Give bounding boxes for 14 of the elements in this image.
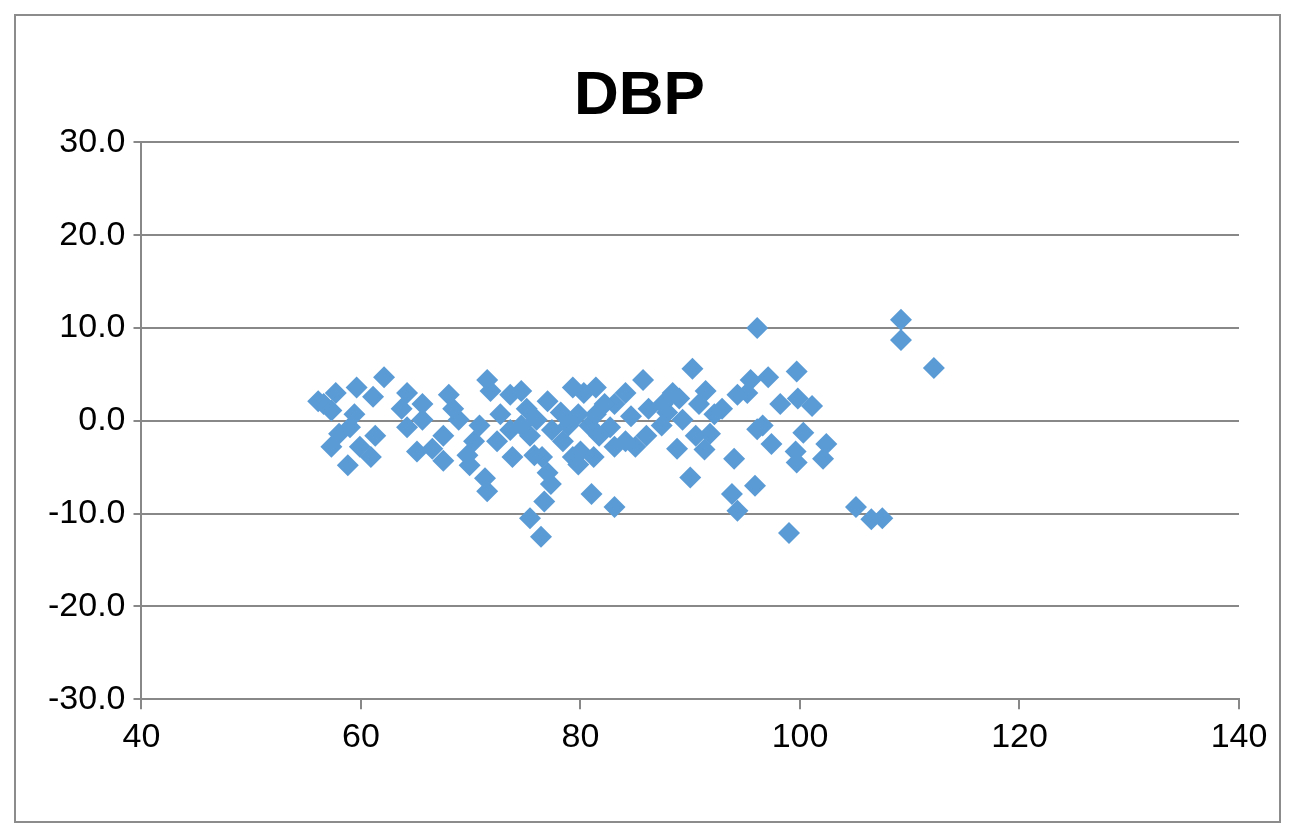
x-tick-label: 120 — [991, 715, 1048, 754]
y-tick-label: 20.0 — [59, 213, 126, 252]
x-tick-label: 100 — [771, 715, 829, 754]
x-tick-label: 80 — [561, 715, 600, 754]
y-tick-label: -30.0 — [48, 677, 126, 716]
y-tick-label: 0.0 — [78, 399, 126, 438]
y-tick-label: 10.0 — [59, 306, 126, 345]
y-tick-label: -10.0 — [48, 491, 126, 530]
chart-title: DBP — [574, 58, 705, 128]
x-tick-label: 40 — [122, 715, 161, 754]
x-tick-label: 140 — [1210, 715, 1268, 754]
y-tick-label: 30.0 — [59, 120, 126, 159]
y-tick-label: -20.0 — [48, 584, 126, 623]
x-tick-label: 60 — [342, 715, 380, 754]
